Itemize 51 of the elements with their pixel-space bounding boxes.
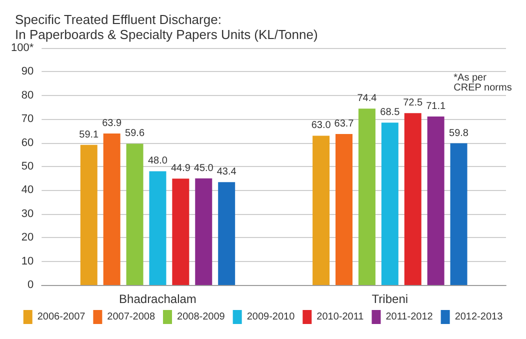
y-tick-label: 0 (28, 279, 34, 291)
y-tick-label: 10 (21, 255, 34, 268)
bar (404, 113, 422, 285)
data-label: 63.0 (311, 120, 332, 132)
bar (336, 134, 353, 285)
data-label: 44.9 (170, 163, 191, 174)
data-label: 63.7 (334, 118, 354, 130)
bar (450, 143, 468, 285)
data-label: 74.4 (357, 93, 378, 104)
chart-title: Specific Treated Effluent Discharge: (15, 12, 222, 27)
legend-label: 2007-2008 (107, 312, 156, 322)
x-tick-label: Bhadrachalam (119, 292, 196, 306)
bar (218, 182, 236, 285)
bar (103, 134, 120, 285)
y-tick-label: 100* (10, 42, 34, 54)
legend-label: 2009-2010 (246, 312, 296, 322)
data-label: 59.8 (449, 128, 469, 139)
bar (195, 178, 212, 285)
bar (80, 144, 98, 285)
annotation: *As per CREP norms (454, 72, 512, 94)
bar (381, 122, 398, 285)
legend-label: 2010-2011 (316, 312, 364, 322)
y-tick-label: 30 (21, 208, 34, 220)
data-label: 72.5 (403, 98, 424, 109)
data-label: 71.1 (426, 100, 446, 112)
bar (126, 144, 144, 285)
legend-label: 2012-2013 (454, 312, 504, 322)
legend-label: 2006-2007 (37, 312, 86, 322)
data-label: 59.6 (125, 128, 145, 140)
data-label: 48.0 (148, 156, 168, 167)
x-tick-label: Tribeni (372, 292, 408, 306)
bar (149, 171, 166, 285)
y-tick-label: 60 (21, 136, 34, 149)
y-tick-label: 80 (21, 89, 34, 102)
data-label: 43.4 (216, 166, 237, 178)
legend-label: 2008-2009 (177, 312, 226, 322)
y-tick-label: 50 (21, 160, 34, 172)
bar (172, 178, 190, 285)
bar (358, 108, 376, 285)
legend-label: 2011-2012 (386, 312, 434, 322)
chart-subtitle: In Paperboards & Specialty Papers Units (KL/Tonne) (15, 27, 318, 42)
y-tick-label: 20 (21, 232, 34, 244)
data-label: 59.1 (79, 129, 100, 140)
data-label: 45.0 (194, 162, 214, 174)
bar (427, 116, 444, 285)
y-tick-label: 40 (21, 184, 34, 196)
data-label: 63.9 (102, 118, 122, 130)
y-tick-label: 90 (21, 66, 34, 78)
data-label: 68.5 (380, 107, 400, 118)
bar (312, 136, 330, 285)
y-tick-label: 70 (21, 113, 34, 126)
